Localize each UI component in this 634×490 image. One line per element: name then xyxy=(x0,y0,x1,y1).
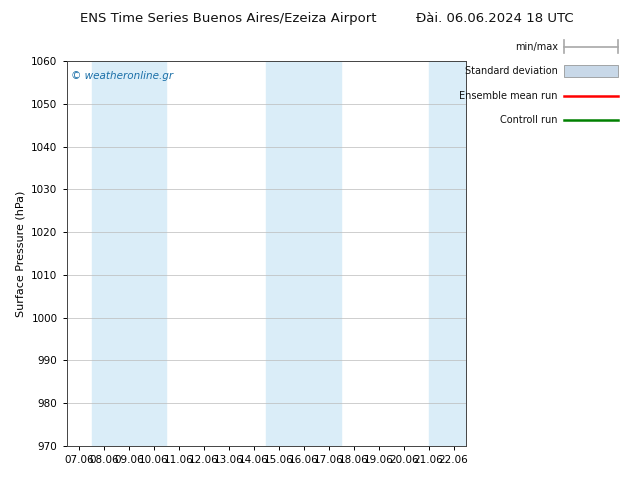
Text: Đài. 06.06.2024 18 UTC: Đài. 06.06.2024 18 UTC xyxy=(416,12,573,25)
Text: © weatheronline.gr: © weatheronline.gr xyxy=(70,71,172,81)
Bar xyxy=(266,61,341,446)
Text: Controll run: Controll run xyxy=(500,115,558,125)
Text: Standard deviation: Standard deviation xyxy=(465,66,558,76)
Y-axis label: Surface Pressure (hPa): Surface Pressure (hPa) xyxy=(16,191,26,317)
Text: min/max: min/max xyxy=(515,42,558,51)
Text: Ensemble mean run: Ensemble mean run xyxy=(460,91,558,100)
Bar xyxy=(91,61,166,446)
Text: ENS Time Series Buenos Aires/Ezeiza Airport: ENS Time Series Buenos Aires/Ezeiza Airp… xyxy=(80,12,377,25)
Bar xyxy=(429,61,479,446)
Bar xyxy=(564,65,618,77)
